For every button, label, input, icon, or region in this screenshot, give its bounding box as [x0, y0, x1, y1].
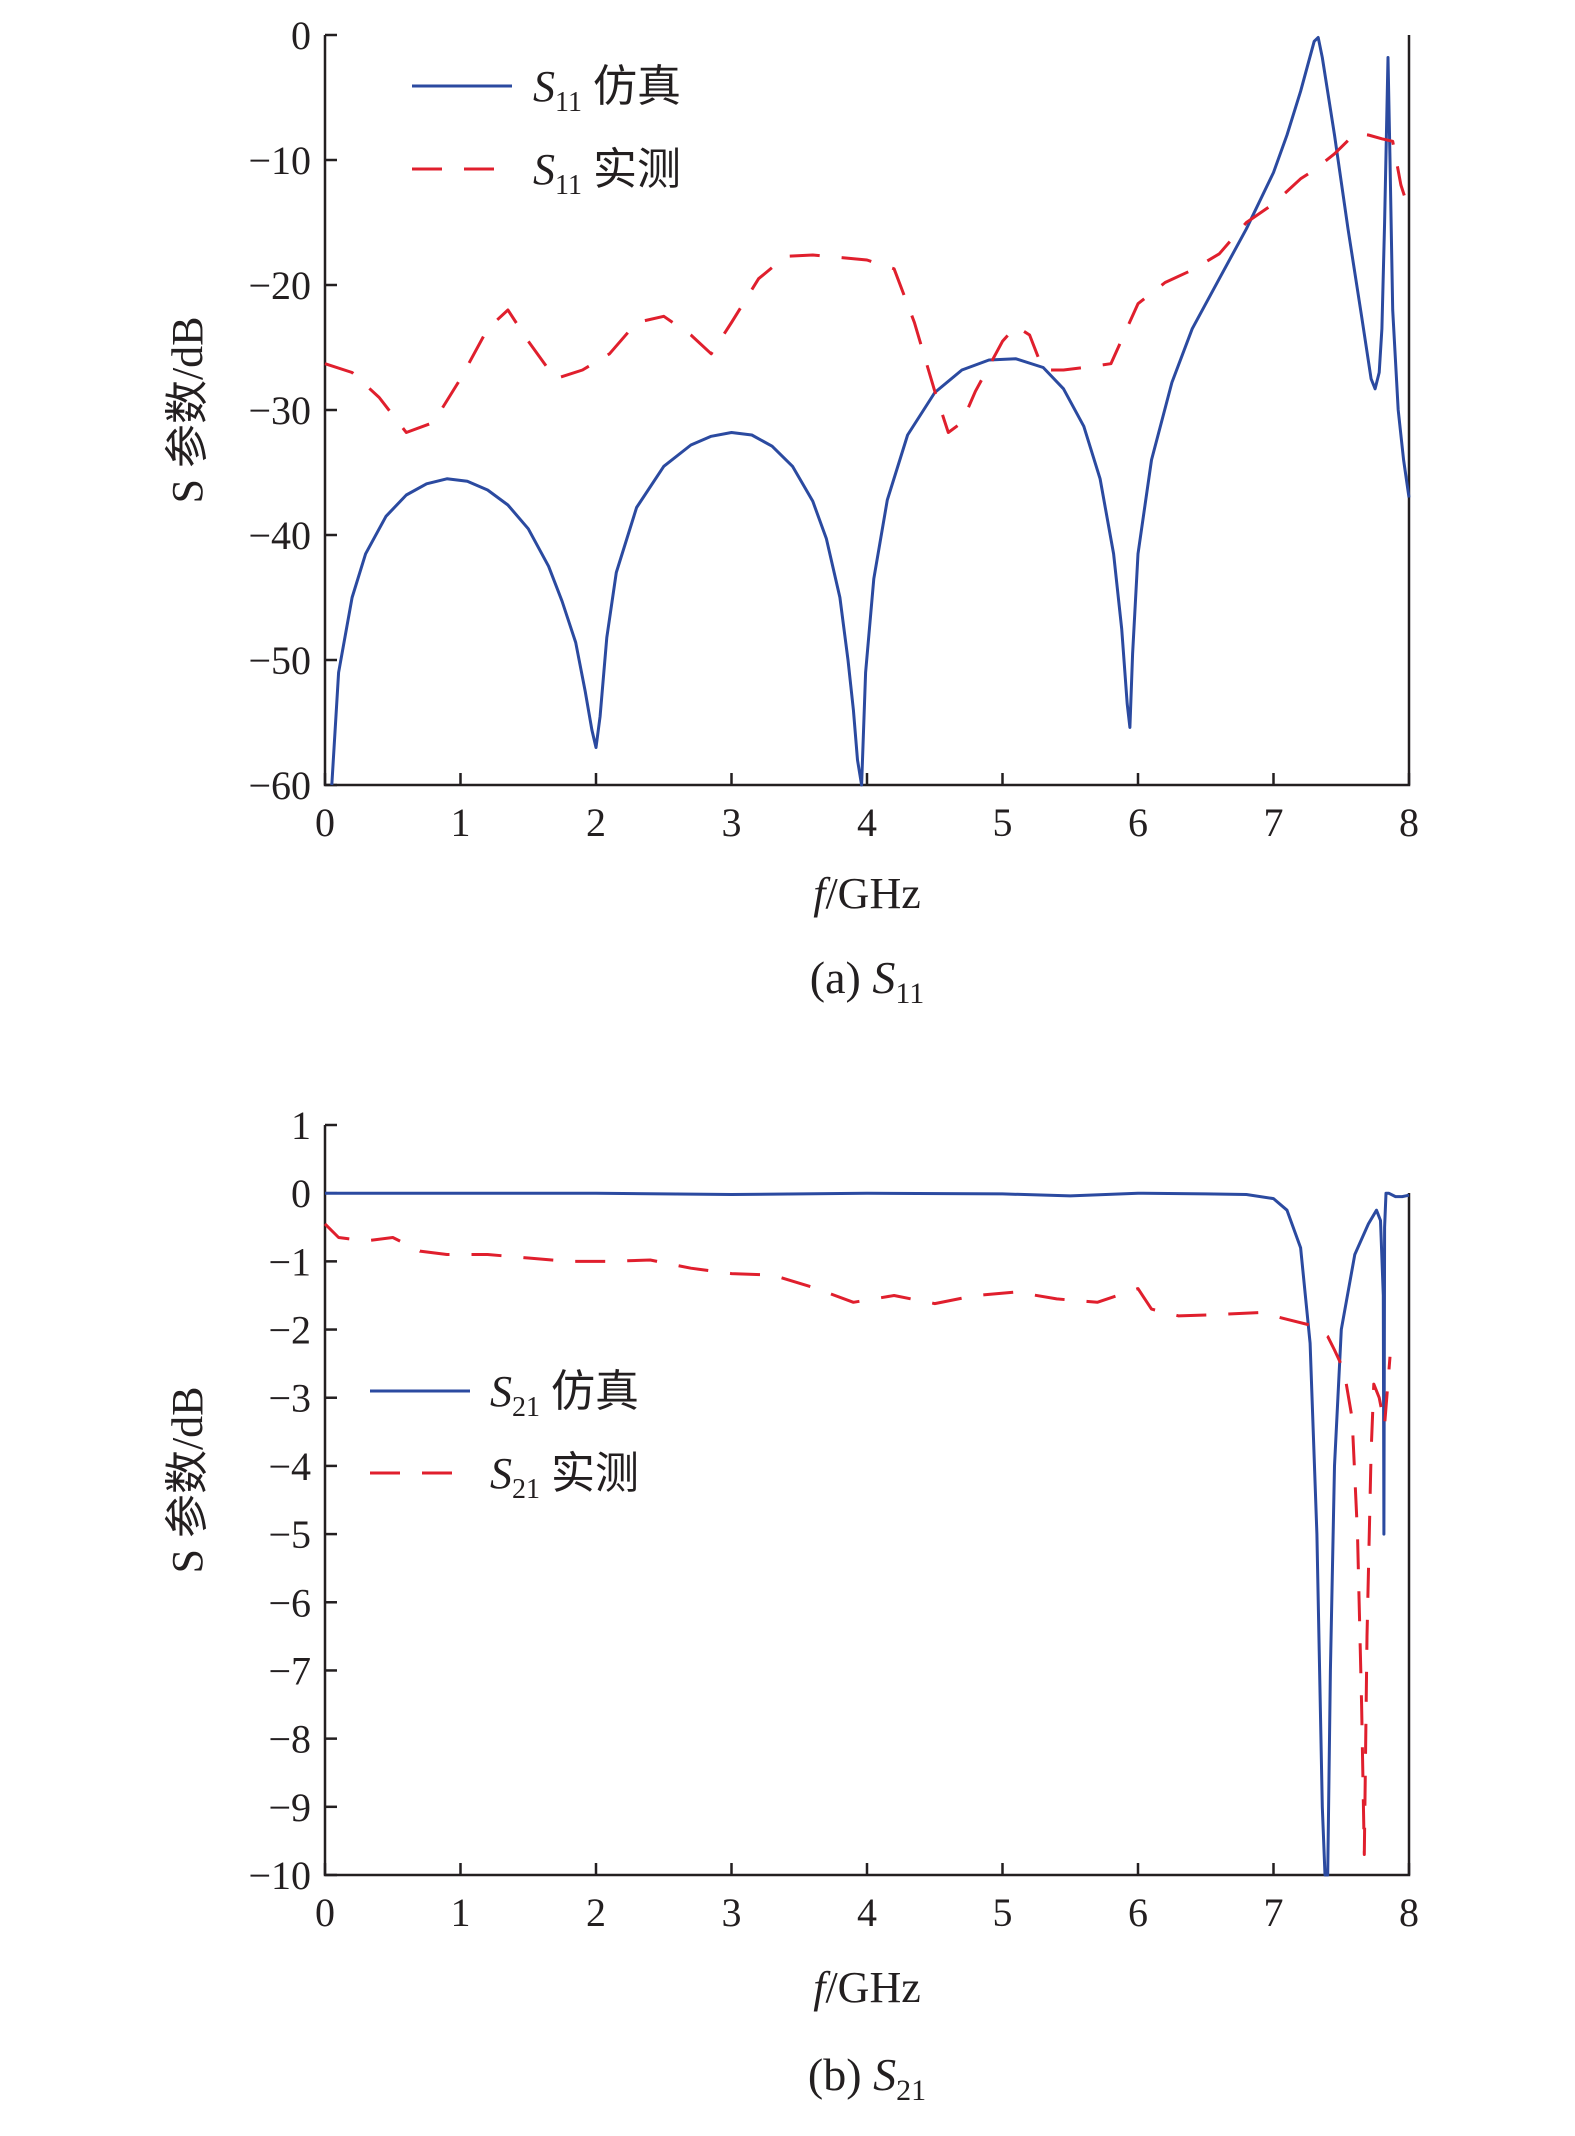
- panel-a-xlabel: f/GHz: [813, 869, 921, 918]
- legend-label-s21-sim: S21 仿真: [490, 1367, 639, 1423]
- panel-b-ytick-label: −5: [268, 1512, 311, 1557]
- panel-b-ytick-label: −2: [268, 1308, 311, 1353]
- panel-a-caption: (a) S11: [810, 952, 924, 1010]
- panel-b-ytick-label: −3: [268, 1376, 311, 1421]
- panel-a-xtick-label: 2: [586, 800, 606, 845]
- panel-a-ytick-label: −20: [248, 263, 311, 308]
- panel-a-chart: 0 1 2 3 4 5 6 7 8 0 −10 −20 −30 −40 −50 −60 S11 仿真 S11 …: [163, 13, 1419, 1010]
- panel-b-xtick-label: 0: [315, 1890, 335, 1935]
- legend-label-s21-meas: S21 实测: [490, 1449, 639, 1505]
- panel-b-ytick-label: −1: [268, 1239, 311, 1284]
- panel-b-ticks: 0 1 2 3 4 5 6 7 8 1 0 −1 −2 −3 −4 −5 −6 −7 −8 −9 −10: [248, 1103, 1419, 1935]
- panel-b-xlabel: f/GHz: [813, 1963, 921, 2012]
- panel-a-series-group: [324, 36, 1411, 787]
- panel-b-ytick-label: −8: [268, 1717, 311, 1762]
- panel-a-legend: S11 仿真 S11 实测: [412, 62, 681, 201]
- panel-a-xtick-label: 8: [1399, 800, 1419, 845]
- panel-a-plot-area: 0 1 2 3 4 5 6 7 8 0 −10 −20 −30 −40 −50 −60: [248, 13, 1419, 845]
- legend-label-s11-meas: S11 实测: [533, 145, 681, 201]
- panel-a-ylabel: S 参数/dB: [163, 316, 212, 503]
- panel-b-xtick-label: 4: [857, 1890, 877, 1935]
- panel-b-ytick-label: −9: [268, 1785, 311, 1830]
- panel-b-ytick-label: −6: [268, 1580, 311, 1625]
- panel-b-ytick-label: −7: [268, 1648, 311, 1693]
- panel-b-legend: S21 仿真 S21 实测: [370, 1367, 639, 1505]
- panel-b-ylabel: S 参数/dB: [163, 1386, 212, 1573]
- panel-a-ticks: 0 1 2 3 4 5 6 7 8 0 −10 −20 −30 −40 −50 −60: [248, 13, 1419, 845]
- panel-a-ytick-label: −10: [248, 138, 311, 183]
- panel-b-xtick-label: 2: [586, 1890, 606, 1935]
- panel-a-ytick-label: −30: [248, 388, 311, 433]
- panel-a-xtick-label: 1: [451, 800, 471, 845]
- panel-b-ytick-label: 0: [291, 1171, 311, 1216]
- panel-a-xtick-label: 6: [1128, 800, 1148, 845]
- panel-b-chart: 0 1 2 3 4 5 6 7 8 1 0 −1 −2 −3 −4 −5 −6 −7 −8 −9 −10 S21 仿真 …: [163, 1103, 1419, 2107]
- panel-a-xtick-label: 4: [857, 800, 877, 845]
- panel-a-xtick-label: 5: [993, 800, 1013, 845]
- panel-b-axes: [323, 1125, 1411, 1877]
- panel-b-xtick-label: 5: [993, 1890, 1013, 1935]
- panel-b-series-measured-line: [323, 1222, 1392, 1856]
- panel-a-ytick-label: −60: [248, 763, 311, 808]
- panel-b-xtick-label: 8: [1399, 1890, 1419, 1935]
- panel-a-ytick-label: 0: [291, 13, 311, 58]
- panel-b-ytick-label: 1: [291, 1103, 311, 1148]
- panel-a-ytick-label: −50: [248, 638, 311, 683]
- panel-b-xtick-label: 1: [451, 1890, 471, 1935]
- panel-b-caption: (b) S21: [808, 2049, 926, 2107]
- panel-a-xtick-label: 0: [315, 800, 335, 845]
- panel-a-series-simulated-line: [330, 36, 1411, 787]
- panel-a-xtick-label: 3: [722, 800, 742, 845]
- panel-b-ytick-label: −4: [268, 1444, 311, 1489]
- panel-a-series-measured-line: [324, 132, 1411, 434]
- panel-b-xtick-label: 3: [722, 1890, 742, 1935]
- panel-b-xtick-label: 6: [1128, 1890, 1148, 1935]
- panel-a-xtick-label: 7: [1264, 800, 1284, 845]
- panel-b-ytick-label: −10: [248, 1853, 311, 1898]
- panel-b-plot-area: 0 1 2 3 4 5 6 7 8 1 0 −1 −2 −3 −4 −5 −6 −7 −8 −9 −10: [248, 1103, 1419, 1935]
- panel-b-xtick-label: 7: [1264, 1890, 1284, 1935]
- legend-label-s11-sim: S11 仿真: [533, 62, 681, 118]
- panel-b-series-group: [323, 1191, 1410, 1877]
- panel-a-ytick-label: −40: [248, 513, 311, 558]
- panel-b-series-simulated-line: [325, 1191, 1410, 1877]
